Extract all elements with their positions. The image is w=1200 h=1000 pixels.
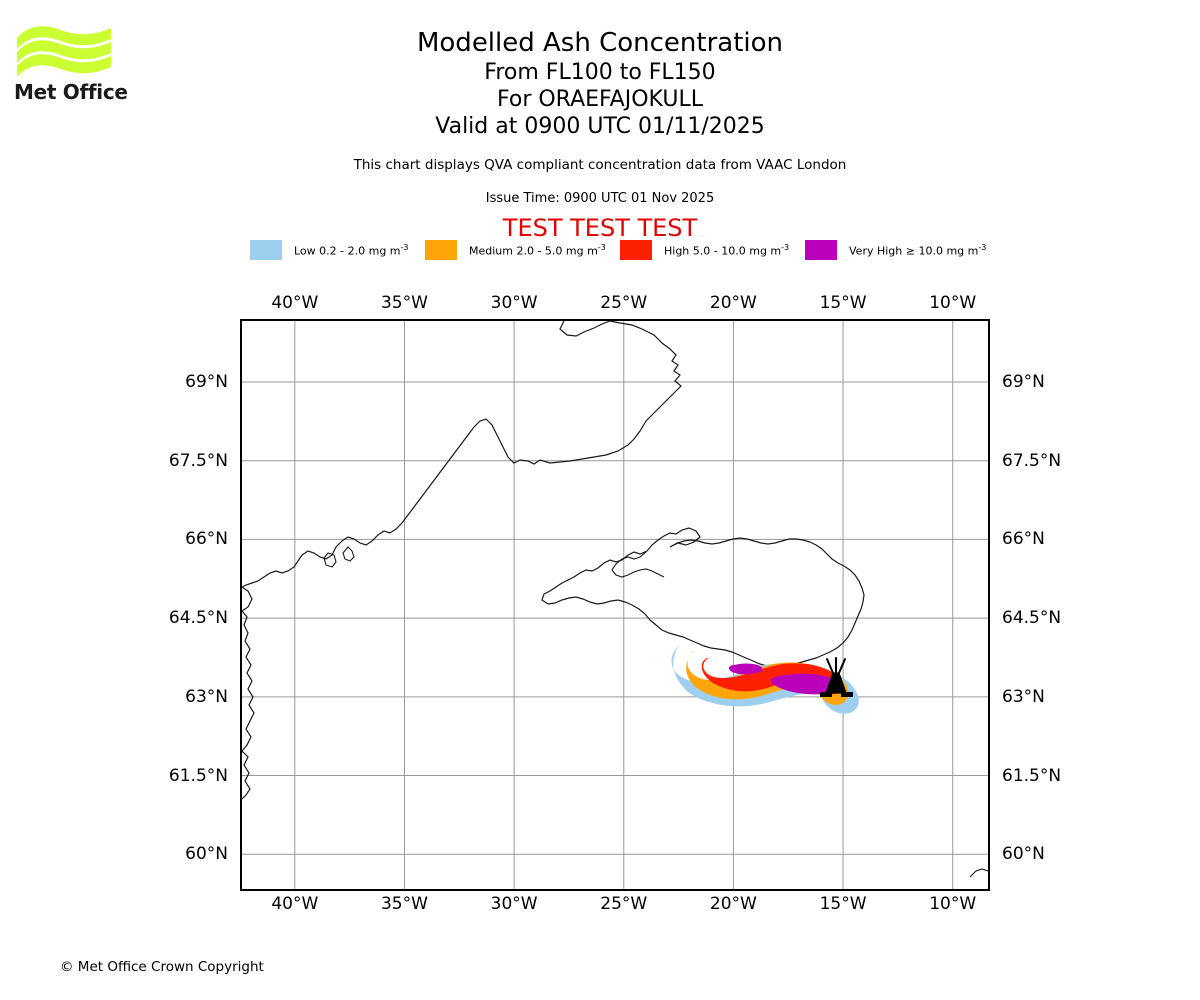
lon-tick-bottom: 15°W bbox=[819, 894, 867, 914]
lon-tick-top: 20°W bbox=[709, 293, 757, 313]
ash-contour-high bbox=[701, 658, 842, 695]
greenland-island-1 bbox=[342, 546, 355, 562]
concentration-legend: Low 0.2 - 2.0 mg m-3 Medium 2.0 - 5.0 mg … bbox=[250, 240, 990, 260]
lat-tick-right: 61.5°N bbox=[1002, 765, 1062, 786]
legend-high-swatch bbox=[620, 240, 652, 260]
lon-tick-bottom: 30°W bbox=[490, 894, 538, 914]
lat-tick-left: 66°N bbox=[185, 529, 228, 550]
legend-high-label: High 5.0 - 10.0 mg m-3 bbox=[664, 243, 790, 258]
lat-tick-left: 60°N bbox=[185, 844, 228, 865]
lat-tick-right: 66°N bbox=[1002, 529, 1045, 550]
map-plot-area bbox=[240, 319, 990, 891]
issue-time: Issue Time: 0900 UTC 01 Nov 2025 bbox=[485, 191, 715, 206]
lat-tick-right: 69°N bbox=[1002, 371, 1045, 392]
lon-tick-bottom: 40°W bbox=[271, 894, 319, 914]
lat-tick-left: 63°N bbox=[185, 686, 228, 707]
greenland-southwest-coast bbox=[242, 586, 255, 800]
legend-medium-swatch bbox=[425, 240, 457, 260]
legend-medium-label: Medium 2.0 - 5.0 mg m-3 bbox=[469, 243, 606, 258]
lon-tick-top: 30°W bbox=[490, 293, 538, 313]
legend-low: Low 0.2 - 2.0 mg m-3 bbox=[250, 240, 409, 260]
ash-contour-very-high-west bbox=[728, 663, 763, 675]
lat-tick-left: 69°N bbox=[185, 371, 228, 392]
lat-tick-right: 60°N bbox=[1002, 844, 1045, 865]
legend-high: High 5.0 - 10.0 mg m-3 bbox=[620, 240, 789, 260]
title-valid-time: Valid at 0900 UTC 01/11/2025 bbox=[435, 114, 765, 139]
iceland-coastline bbox=[541, 527, 865, 668]
lat-tick-right: 63°N bbox=[1002, 686, 1045, 707]
lon-tick-bottom: 35°W bbox=[380, 894, 428, 914]
lon-tick-top: 40°W bbox=[271, 293, 319, 313]
lon-tick-top: 15°W bbox=[819, 293, 867, 313]
southeast-landmass bbox=[969, 868, 988, 878]
lon-tick-bottom: 10°W bbox=[929, 894, 977, 914]
met-office-wordmark: Met Office bbox=[14, 80, 128, 104]
chart-note: This chart displays QVA compliant concen… bbox=[353, 157, 847, 173]
legend-very-high-label: Very High ≥ 10.0 mg m-3 bbox=[849, 243, 987, 258]
lat-tick-left: 67.5°N bbox=[168, 450, 228, 471]
legend-medium: Medium 2.0 - 5.0 mg m-3 bbox=[425, 240, 606, 260]
title-flight-levels: From FL100 to FL150 bbox=[484, 60, 716, 85]
lon-tick-top: 35°W bbox=[380, 293, 428, 313]
ash-contour-very-high-east bbox=[770, 673, 842, 695]
legend-low-swatch bbox=[250, 240, 282, 260]
lat-tick-right: 67.5°N bbox=[1002, 450, 1062, 471]
page-title: Modelled Ash Concentration bbox=[416, 28, 784, 58]
lon-tick-bottom: 20°W bbox=[709, 894, 757, 914]
test-banner: TEST TEST TEST bbox=[502, 214, 698, 242]
lat-tick-left: 64.5°N bbox=[168, 608, 228, 629]
lon-tick-top: 10°W bbox=[929, 293, 977, 313]
copyright-notice: © Met Office Crown Copyright bbox=[60, 959, 264, 975]
title-block: Modelled Ash Concentration From FL100 to… bbox=[0, 28, 1200, 140]
lon-tick-top: 25°W bbox=[600, 293, 648, 313]
met-office-logo: Met Office bbox=[10, 22, 130, 117]
map-canvas bbox=[242, 321, 988, 889]
met-office-wave-icon bbox=[17, 26, 111, 77]
map-gridlines bbox=[242, 321, 988, 889]
lat-tick-right: 64.5°N bbox=[1002, 608, 1062, 629]
legend-very-high: Very High ≥ 10.0 mg m-3 bbox=[805, 240, 986, 260]
legend-very-high-swatch bbox=[805, 240, 837, 260]
greenland-island-2 bbox=[323, 552, 337, 568]
iceland-westfjords-detail bbox=[611, 551, 665, 578]
legend-low-label: Low 0.2 - 2.0 mg m-3 bbox=[294, 243, 409, 258]
title-volcano: For ORAEFAJOKULL bbox=[497, 87, 703, 112]
lon-tick-bottom: 25°W bbox=[600, 894, 648, 914]
volcano-symbol bbox=[820, 657, 853, 697]
lat-tick-left: 61.5°N bbox=[168, 765, 228, 786]
greenland-coastline bbox=[242, 321, 682, 588]
